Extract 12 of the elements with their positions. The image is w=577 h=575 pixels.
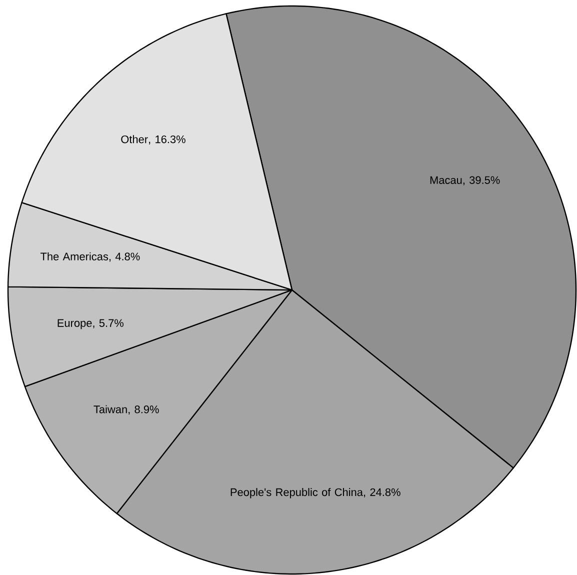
slice-label: The Americas <box>40 252 108 260</box>
slice-label: People's Republic of China <box>230 488 363 498</box>
data-label: , 4.8% <box>109 252 140 262</box>
data-label: , 39.5% <box>463 176 500 186</box>
data-label: , 24.8% <box>364 488 400 498</box>
data-label: , 16.3% <box>149 135 186 144</box>
slice-label: Taiwan <box>94 405 127 414</box>
slice-label: Macau <box>430 176 462 184</box>
data-label: , 8.9% <box>128 406 159 415</box>
slice-label: Other <box>121 135 148 144</box>
data-label: , 5.7% <box>93 319 124 328</box>
slice-label: Europe <box>58 319 92 330</box>
